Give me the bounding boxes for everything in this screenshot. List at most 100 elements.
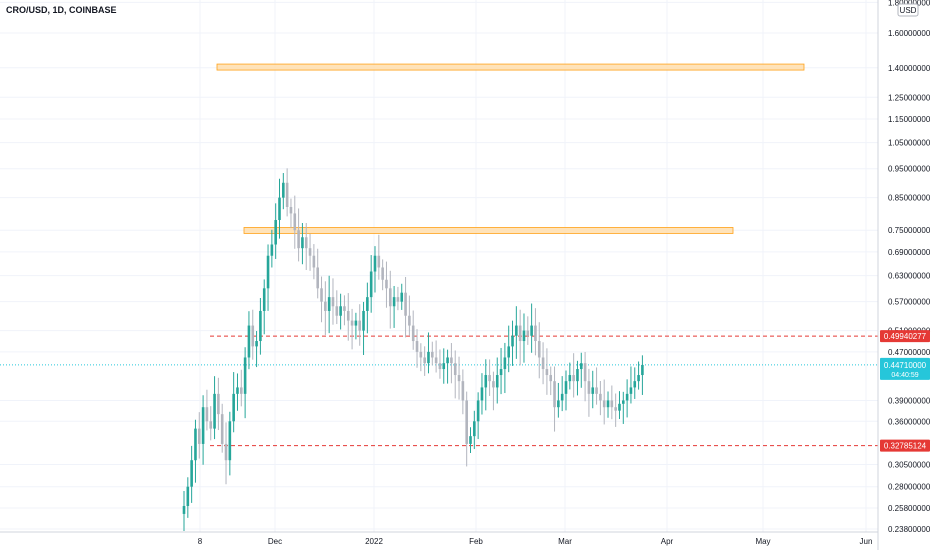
candle-body [324,301,327,311]
candle-body [282,182,285,198]
symbol-title: CRO/USD, 1D, COINBASE [6,5,117,15]
candle-body [335,306,339,316]
last-price-badge [880,357,930,380]
price-badges: USD 0.49940277 0.32785124 0.44710000 04:40:5… [880,3,930,452]
candle-body [484,375,488,388]
candle-body [197,428,201,444]
candle-body [243,357,247,394]
candle-body [262,288,266,311]
candle-body [541,357,545,370]
candle-body [622,400,625,404]
candle-body [312,255,316,268]
candle-body [392,297,396,307]
candle-body [492,381,495,388]
x-tick-label: Mar [558,537,572,546]
candle-body [518,325,522,342]
candle-body [431,351,434,358]
candle-body [259,310,262,342]
candle-body [507,346,510,358]
candle-body [220,414,224,444]
resistance-zone[interactable] [216,63,805,71]
candle-body [350,320,354,326]
candle-body [572,375,575,382]
candle-body [289,207,293,214]
candle-body [320,288,323,302]
candle-body [522,330,526,342]
y-tick-label: 0.23800000 [888,525,931,534]
candle-body [480,387,484,401]
candle-body [591,387,595,394]
candle-body [465,400,468,444]
candle-body [278,197,281,221]
last-price-label: 0.44710000 [884,361,927,370]
candle-body [599,393,602,401]
horizontal-levels[interactable] [0,335,878,447]
candle-body [549,375,553,382]
y-tick-label: 0.75000000 [888,226,931,235]
x-tick-label: Dec [268,537,282,546]
candle-body [274,220,277,245]
candle-body [190,460,193,487]
candle-body [476,400,480,422]
candle-body [362,310,365,331]
y-tick-label: 0.39000000 [888,396,931,405]
candle-body [583,363,587,382]
candle-body [495,375,499,388]
candle-body [343,306,346,311]
gridlines [0,0,878,532]
candle-body [450,357,453,364]
candle-body [537,341,541,358]
y-tick-label: 0.57000000 [888,298,931,307]
candle-body [461,381,465,401]
candle-body [301,237,304,249]
candle-body [515,325,518,336]
candle-body [564,381,568,394]
candle-body [606,400,610,408]
candle-body [369,271,373,298]
resistance-zones[interactable] [216,63,805,234]
candle-body [473,421,476,437]
candle-body [419,351,423,358]
candle-body [385,279,388,289]
x-tick-label: May [755,537,770,546]
currency-badge-label: USD [900,6,917,15]
candle-body [633,381,637,388]
candle-body [266,255,270,289]
candle-body [316,267,319,289]
candle-body [511,335,514,347]
candle-body [339,306,342,316]
candle-body [217,393,220,415]
candle-body [427,351,430,364]
y-tick-label: 1.15000000 [888,115,931,124]
candle-body [415,341,419,352]
y-tick-label: 0.36000000 [888,417,931,426]
candle-body [354,320,358,326]
y-tick-label: 1.25000000 [888,93,931,102]
candle-body [293,213,297,231]
candle-body [255,341,258,347]
level-badge-label: 0.32785124 [884,442,927,451]
candle-body [408,315,411,326]
x-tick-label: Feb [469,537,483,546]
candle-body [304,237,308,249]
candle-body [423,357,426,364]
candle-body [377,255,381,268]
candle-body [602,400,606,408]
x-tick-label: 2022 [365,537,383,546]
candle-body [503,357,507,370]
candle-body [232,393,235,422]
candle-body [373,255,377,272]
candle-body [251,325,255,347]
y-tick-label: 0.95000000 [888,165,931,174]
y-tick-label: 0.69000000 [888,248,931,257]
candle-body [579,363,583,370]
resistance-zone[interactable] [243,227,734,234]
y-tick-label: 0.30500000 [888,460,931,469]
candle-body [308,248,312,256]
level-badge [880,330,930,343]
candle-body [629,387,633,394]
candle-body [625,393,629,401]
